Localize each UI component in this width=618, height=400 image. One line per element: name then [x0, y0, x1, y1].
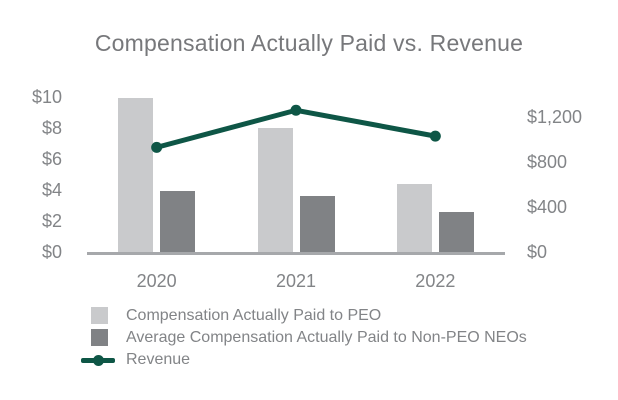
right-axis-tick: $400: [527, 197, 568, 217]
revenue-line-layer: [151, 104, 441, 153]
legend-label: Average Compensation Actually Paid to No…: [126, 329, 527, 346]
bar-nonpeo-2020: [160, 191, 196, 252]
bar-nonpeo-2021: [299, 196, 335, 252]
legend-row: Compensation Actually Paid to PEO: [81, 307, 527, 325]
left-axis-ticks: $10 $8 $6 $4 $2 $0: [0, 0, 62, 400]
x-axis-label-2021: 2021: [275, 271, 317, 291]
left-axis-tick: $6: [41, 148, 62, 169]
left-axis-tick: $2: [41, 210, 62, 231]
right-axis-ticks: $1,200 $800 $400 $0: [527, 0, 617, 400]
left-axis-tick: $8: [41, 117, 62, 138]
revenue-point-2022: [429, 130, 441, 142]
x-axis-labels: 2020 2021 2022: [0, 271, 618, 293]
bar-peo-2020: [118, 98, 154, 252]
right-axis-tick: $0: [527, 242, 548, 262]
plot-area: [87, 88, 505, 255]
x-axis-label-2022: 2022: [415, 271, 456, 291]
bar-nonpeo-2022: [438, 211, 474, 252]
bar-peo-2021: [257, 127, 293, 252]
legend-row: Average Compensation Actually Paid to No…: [81, 329, 527, 347]
legend-label: Compensation Actually Paid to PEO: [126, 307, 382, 324]
legend-label: Revenue: [126, 351, 191, 368]
line-dot-icon: [81, 354, 115, 366]
legend-row: Revenue: [81, 351, 527, 369]
legend: Compensation Actually Paid to PEO Average…: [81, 307, 527, 373]
dot-icon: [92, 354, 104, 366]
revenue-line: [154, 107, 438, 150]
bar-peo-2022: [396, 183, 432, 252]
right-axis-tick: $800: [527, 152, 568, 172]
right-axis-tick: $1,200: [527, 107, 583, 127]
swatch-icon: [91, 307, 108, 324]
left-axis-tick: $10: [31, 86, 62, 107]
revenue-point-2021: [290, 104, 302, 116]
legend-line-swatch: [81, 351, 117, 369]
swatch-icon: [91, 329, 108, 346]
chart-title: Compensation Actually Paid vs. Revenue: [94, 30, 524, 56]
x-axis-label-2020: 2020: [136, 271, 177, 291]
legend-square-swatch: [81, 329, 117, 347]
left-axis-tick: $0: [41, 242, 62, 262]
left-axis-tick: $4: [41, 179, 62, 200]
revenue-point-2020: [151, 141, 163, 153]
legend-square-swatch: [81, 307, 117, 325]
